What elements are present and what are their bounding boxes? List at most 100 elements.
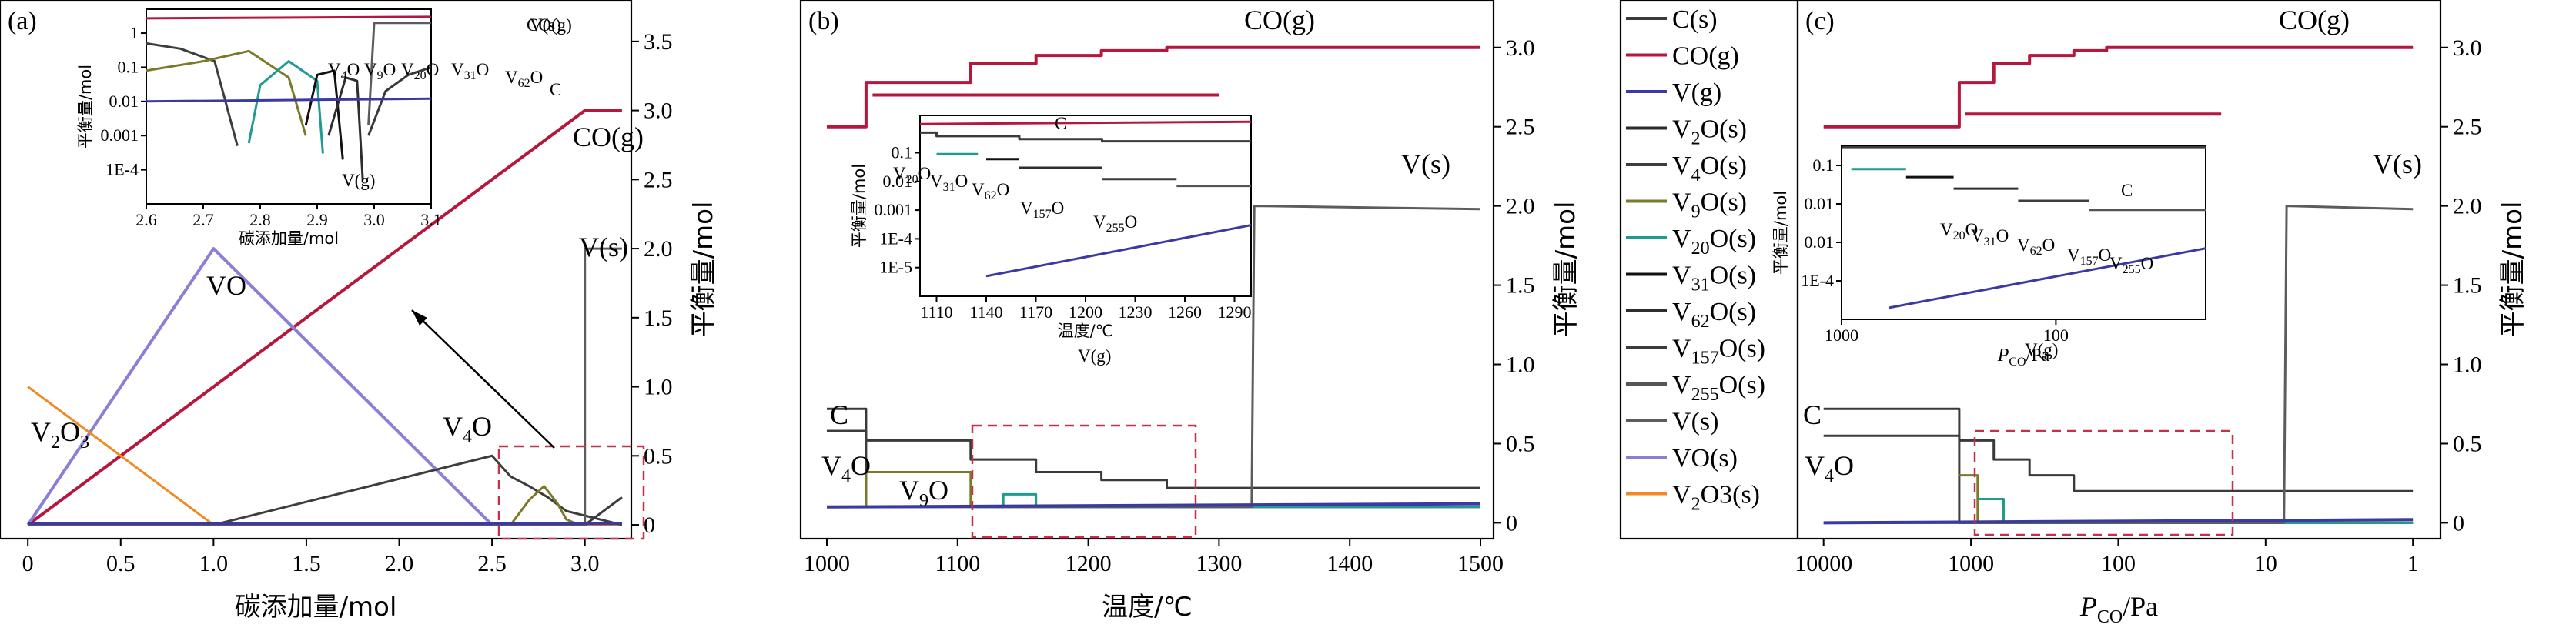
y-axis-label: 平衡量/mol xyxy=(688,202,719,338)
inset-series-V(g) xyxy=(1889,247,2206,309)
inset-series-group xyxy=(146,15,431,181)
panel-label: (a) xyxy=(8,7,37,35)
inset-annotation: V255O xyxy=(1093,212,1137,235)
inset-annotation: V157O xyxy=(2067,245,2111,268)
x-tick-label: 0 xyxy=(22,551,34,576)
y-tick-label: 2.0 xyxy=(1506,194,1535,219)
inset-x-axis-label: 碳添加量/mol xyxy=(239,229,339,248)
series-line-CO(g) xyxy=(827,45,1480,129)
inset-y-tick-label: 0.001 xyxy=(875,200,913,219)
inset-annotation: V157O xyxy=(1020,199,1064,221)
annotation: C xyxy=(830,399,848,430)
inset-series-V4O(s) xyxy=(146,42,239,146)
x-axis-label: 温度/℃ xyxy=(1102,592,1193,623)
y-axis-label: 平衡量/mol xyxy=(2497,202,2528,338)
y-axis-label: 平衡量/mol xyxy=(1551,202,1581,338)
legend-label-V2O(s): V2O(s) xyxy=(1672,115,1747,149)
x-tick-label: 1000 xyxy=(804,551,850,576)
series-group xyxy=(826,45,1481,509)
legend-label-V31O(s): V31O(s) xyxy=(1672,262,1756,295)
y-tick-label: 1.5 xyxy=(2453,273,2482,299)
inset-x-tick-label: 1290 xyxy=(1218,302,1252,322)
inset-series-C(s) xyxy=(367,66,431,136)
y-tick-label: 1.0 xyxy=(644,375,673,400)
inset-annotation: V62O xyxy=(505,68,543,90)
inset-y-tick-label: 0.01 xyxy=(1805,232,1835,252)
y-tick-label: 2.5 xyxy=(2453,115,2482,140)
y-tick-label: 3.0 xyxy=(1506,35,1535,61)
inset-annotation: C xyxy=(2121,181,2133,200)
x-tick-label: 1300 xyxy=(1196,551,1242,576)
inset-y-tick-label: 0.1 xyxy=(118,57,139,76)
x-axis-label: PCO/Pa xyxy=(2079,591,2158,627)
x-tick-label: 1400 xyxy=(1326,551,1373,576)
series-line-V9O(s) xyxy=(509,485,585,526)
inset-series-V20O(s) xyxy=(247,60,324,154)
legend-label-V20O(s): V20O(s) xyxy=(1672,225,1756,259)
x-tick-label: 1000 xyxy=(1948,551,1994,576)
inset-series-V9O(s) xyxy=(146,49,307,136)
zoom-region-box xyxy=(497,445,645,540)
x-tick-label: 1.5 xyxy=(292,551,321,576)
inset-annotation: V62O xyxy=(2017,235,2055,258)
series-line-CO(g) xyxy=(1823,45,2414,129)
y-tick-label: 2.5 xyxy=(1506,115,1535,140)
x-tick-label: 1.0 xyxy=(199,551,229,576)
x-tick-label: 100 xyxy=(2101,551,2136,576)
legend-label-V255O(s): V255O(s) xyxy=(1672,371,1765,405)
inset-annotation: V255O xyxy=(2109,254,2153,276)
zoom-region-box xyxy=(1973,429,2234,536)
x-tick-label: 1200 xyxy=(1066,551,1112,576)
inset-y-tick-label: 1 xyxy=(130,23,139,42)
inset-x-tick-label: 3.0 xyxy=(363,210,385,229)
legend-label-V9O(s): V9O(s) xyxy=(1672,189,1747,222)
y-tick-label: 1.0 xyxy=(2453,352,2482,378)
inset-annotation: V20O xyxy=(893,164,931,186)
annotation: V(s) xyxy=(1401,149,1450,179)
inset-y-tick-label: 1E-4 xyxy=(105,160,139,179)
x-tick-label: 1500 xyxy=(1457,551,1504,576)
annotation-VO: VO xyxy=(206,270,246,301)
annotation: V9O xyxy=(899,475,948,511)
y-tick-label: 1.5 xyxy=(1506,273,1535,299)
plot-frame-a xyxy=(0,0,633,540)
annotation-V(s): V(s) xyxy=(579,232,628,262)
inset-annotation: V(s) xyxy=(530,15,561,35)
annotation-V2O: V2O3 xyxy=(31,416,89,452)
x-tick-label: 1100 xyxy=(935,551,980,576)
series-line-C(s) xyxy=(1823,407,2414,492)
legend-label-V(g): V(g) xyxy=(1672,78,1721,107)
inset-x-tick-label: 2.6 xyxy=(135,210,157,229)
inset-c: 1000 100 1E-4 0.01 0.01 0.1 平衡量/mol PCO/Pa C V20O… xyxy=(1771,145,2206,369)
x-tick-label: 10000 xyxy=(1795,551,1852,576)
legend-label-C(s): C(s) xyxy=(1672,5,1718,34)
inset-b: 1110 1140 1170 1200 1230 1260 1290 1E-5 1E-4 0.00… xyxy=(850,114,1252,366)
x-tick-label: 10 xyxy=(2254,551,2277,576)
x-axis-label: 碳添加量/mol xyxy=(235,592,397,623)
y-tick-label: 3.0 xyxy=(644,98,673,124)
inset-x-tick-label: 2.8 xyxy=(249,210,271,229)
inset-x-tick-label: 1170 xyxy=(1019,302,1052,322)
x-tick-label: 3.0 xyxy=(570,551,600,576)
inset-x-tick-label: 1140 xyxy=(969,302,1002,322)
panel-c: 10000 1000 100 10 100.51.01.52.02.53.0(c)平衡量… xyxy=(1795,0,2528,627)
inset-annotation: V31O xyxy=(1971,226,2009,249)
annotation: V(s) xyxy=(2373,149,2422,179)
inset-y-axis-label: 平衡量/mol xyxy=(76,65,95,149)
y-tick-label: 1.5 xyxy=(644,305,673,331)
annotation-V4O: V4O xyxy=(443,411,492,447)
annotation: V4O xyxy=(821,450,871,486)
inset-y-tick-label: 1E-4 xyxy=(879,229,912,248)
inset-annotation: V(g) xyxy=(342,171,375,190)
series-line-V2O3(s) xyxy=(27,386,622,526)
inset-series-V(s) xyxy=(367,22,431,125)
inset-frame xyxy=(1841,145,2206,320)
x-tick-label: 1 xyxy=(2407,551,2419,576)
y-tick-label: 0 xyxy=(2453,510,2464,536)
legend-label-V62O(s): V62O(s) xyxy=(1672,298,1756,332)
inset-y-tick-label: 0.01 xyxy=(883,172,913,191)
inset-annotation: V31O xyxy=(930,172,968,194)
inset-x-tick-label: 3.1 xyxy=(420,210,442,229)
